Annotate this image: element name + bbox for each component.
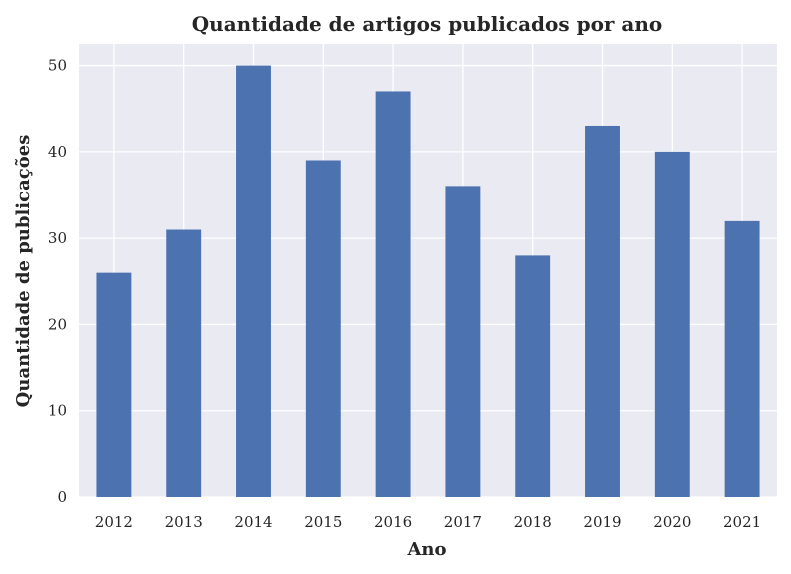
bar-2012 bbox=[96, 272, 132, 497]
x-tick-label: 2014 bbox=[234, 513, 272, 531]
x-tick-label: 2017 bbox=[444, 513, 482, 531]
y-tick-label: 30 bbox=[48, 229, 67, 247]
bar-2013 bbox=[166, 229, 202, 497]
x-tick-label: 2021 bbox=[723, 513, 761, 531]
bar-2019 bbox=[585, 125, 620, 497]
y-axis-ticks: 0 10 20 30 40 50 bbox=[48, 57, 67, 506]
x-tick-label: 2015 bbox=[304, 513, 342, 531]
x-tick-label: 2013 bbox=[165, 513, 203, 531]
x-tick-label: 2012 bbox=[95, 513, 133, 531]
chart-title: Quantidade de artigos publicados por ano bbox=[192, 12, 663, 36]
x-tick-label: 2019 bbox=[583, 513, 621, 531]
x-tick-label: 2020 bbox=[653, 513, 691, 531]
x-axis-label: Ano bbox=[406, 539, 446, 560]
bar-2021 bbox=[724, 220, 760, 497]
y-axis-label: Quantidade de publicações bbox=[13, 135, 34, 408]
y-tick-label: 40 bbox=[48, 143, 67, 161]
bar-2016 bbox=[375, 91, 411, 497]
y-tick-label: 50 bbox=[48, 57, 67, 75]
bar-2015 bbox=[305, 160, 341, 497]
y-tick-label: 20 bbox=[48, 315, 67, 333]
x-axis-ticks: 2012 2013 2014 2015 2016 2017 2018 2019 2020 2021 bbox=[95, 513, 761, 531]
y-tick-label: 10 bbox=[48, 402, 67, 420]
bar-2018 bbox=[515, 255, 551, 497]
y-tick-label: 0 bbox=[57, 488, 67, 506]
x-tick-label: 2018 bbox=[514, 513, 552, 531]
bar-2014 bbox=[236, 65, 271, 498]
bar-2020 bbox=[654, 151, 690, 497]
x-tick-label: 2016 bbox=[374, 513, 412, 531]
bar-2017 bbox=[445, 186, 481, 497]
bars bbox=[96, 65, 760, 498]
